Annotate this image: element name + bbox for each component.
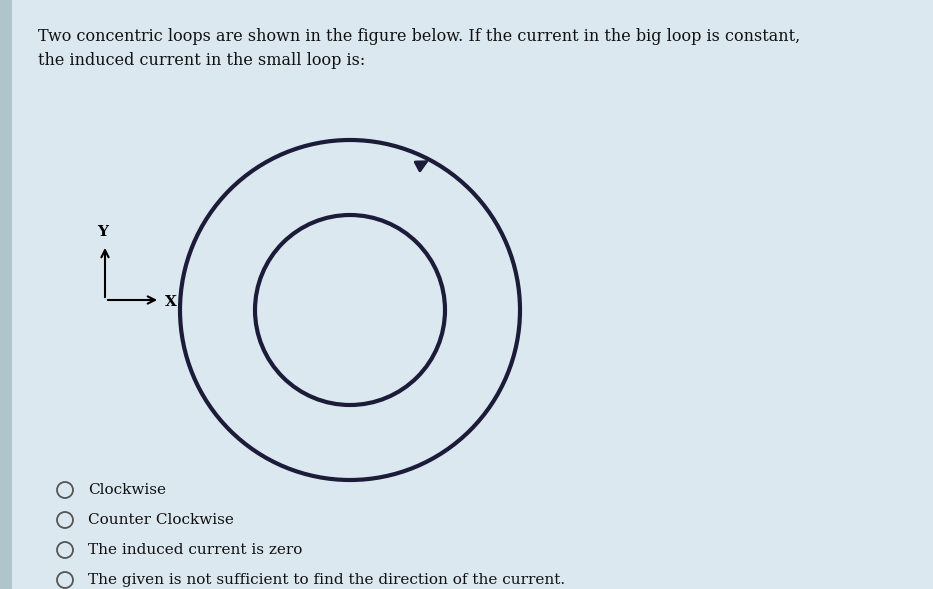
Text: Counter Clockwise: Counter Clockwise bbox=[88, 513, 234, 527]
Text: The given is not sufficient to find the direction of the current.: The given is not sufficient to find the … bbox=[88, 573, 565, 587]
Text: The induced current is zero: The induced current is zero bbox=[88, 543, 302, 557]
Text: Y: Y bbox=[98, 225, 108, 239]
Bar bbox=[0, 0, 12, 589]
Text: Clockwise: Clockwise bbox=[88, 483, 166, 497]
Text: X: X bbox=[165, 295, 177, 309]
Text: Two concentric loops are shown in the figure below. If the current in the big lo: Two concentric loops are shown in the fi… bbox=[38, 28, 801, 45]
Text: the induced current in the small loop is:: the induced current in the small loop is… bbox=[38, 52, 365, 69]
